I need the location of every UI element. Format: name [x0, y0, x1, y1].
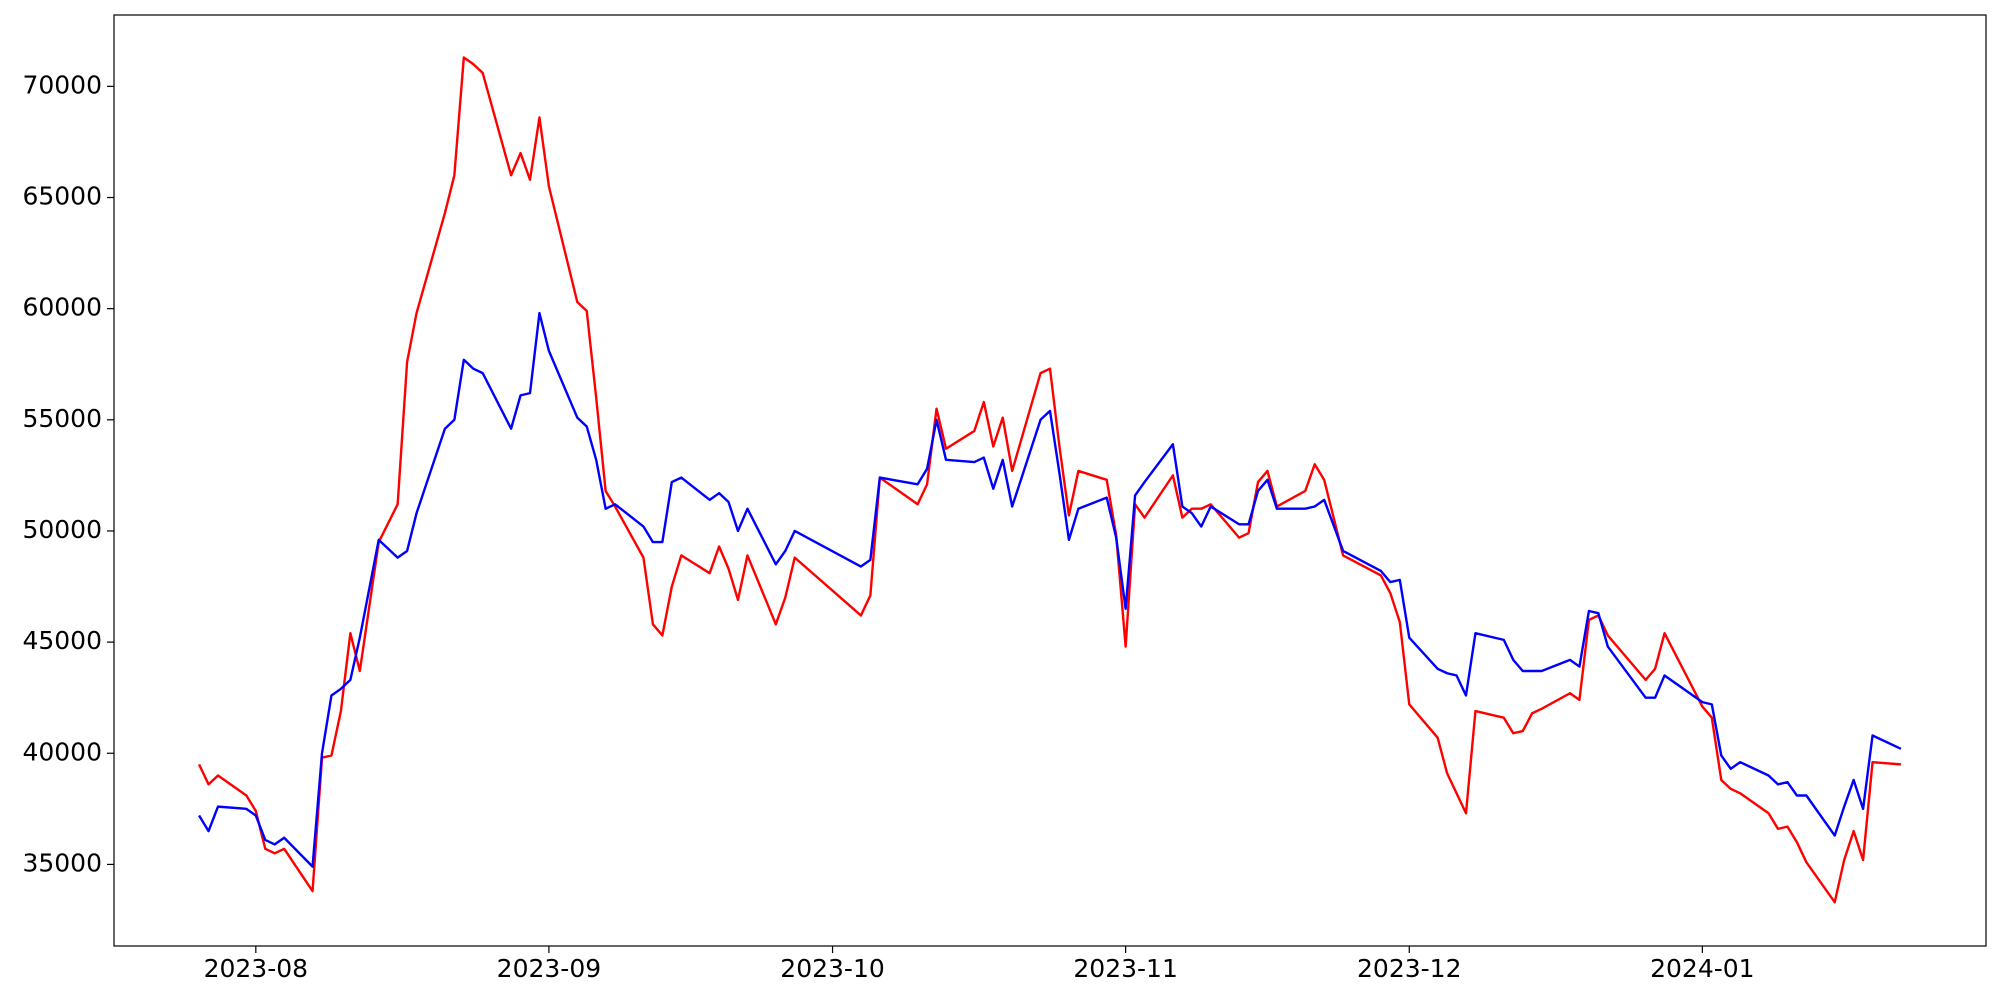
y-tick-label: 50000 [22, 515, 102, 544]
x-tick-label: 2023-12 [1357, 954, 1461, 983]
y-tick-label: 45000 [22, 626, 102, 655]
x-tick-label: 2023-09 [497, 954, 601, 983]
y-tick-label: 35000 [22, 848, 102, 877]
x-tick-label: 2023-10 [780, 954, 884, 983]
y-tick-label: 55000 [22, 404, 102, 433]
y-tick-label: 70000 [22, 70, 102, 99]
series-line [198, 311, 1902, 868]
plot-frame [113, 14, 1987, 947]
y-tick-label: 65000 [22, 182, 102, 211]
y-tick-label: 60000 [22, 293, 102, 322]
x-tick-label: 2023-08 [204, 954, 308, 983]
y-tick-label: 40000 [22, 737, 102, 766]
x-tick-label: 2023-11 [1073, 954, 1177, 983]
x-tick-label: 2024-01 [1650, 954, 1754, 983]
